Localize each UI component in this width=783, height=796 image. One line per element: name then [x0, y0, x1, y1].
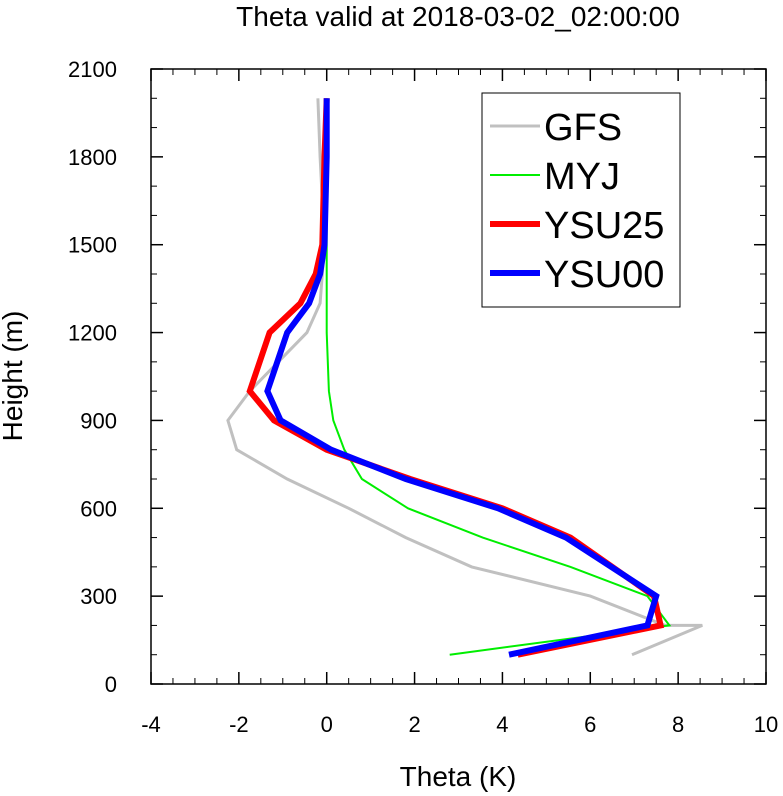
series-line-ysu00	[264, 98, 660, 658]
y-tick-label: 1200	[68, 321, 117, 346]
x-tick-label: -2	[229, 712, 249, 737]
y-tick-label: 2100	[68, 57, 117, 82]
legend: GFS MYJ YSU25 YSU00	[481, 92, 681, 308]
legend-label: YSU25	[544, 205, 664, 247]
series-line-myj	[325, 98, 672, 656]
y-tick-label: 1800	[68, 145, 117, 170]
x-tick-label: 10	[754, 712, 778, 737]
series-lines	[226, 98, 703, 658]
y-tick-label: 600	[80, 496, 117, 521]
y-tick-label: 300	[80, 584, 117, 609]
x-axis-label: Theta (K)	[400, 761, 517, 792]
x-tick-label: 0	[321, 712, 333, 737]
x-tick-label: -4	[141, 712, 161, 737]
y-tick-label: 900	[80, 408, 117, 433]
y-tick-label: 0	[105, 672, 117, 697]
legend-label: MYJ	[544, 156, 620, 198]
x-tick-label: 6	[584, 712, 596, 737]
y-tick-label: 1500	[68, 233, 117, 258]
plot-frame	[150, 68, 767, 685]
chart-title: Theta valid at 2018-03-02_02:00:00	[236, 1, 680, 32]
legend-label: YSU00	[544, 254, 664, 296]
legend-label: GFS	[544, 107, 622, 149]
x-tick-label: 4	[496, 712, 508, 737]
y-axis-label: Height (m)	[0, 311, 28, 442]
axis-ticks: -4 -2 0 2 4 6 8 10 0 300 600 900 1200 1500 1800 2100	[68, 57, 778, 737]
x-tick-label: 8	[672, 712, 684, 737]
x-tick-label: 2	[408, 712, 420, 737]
